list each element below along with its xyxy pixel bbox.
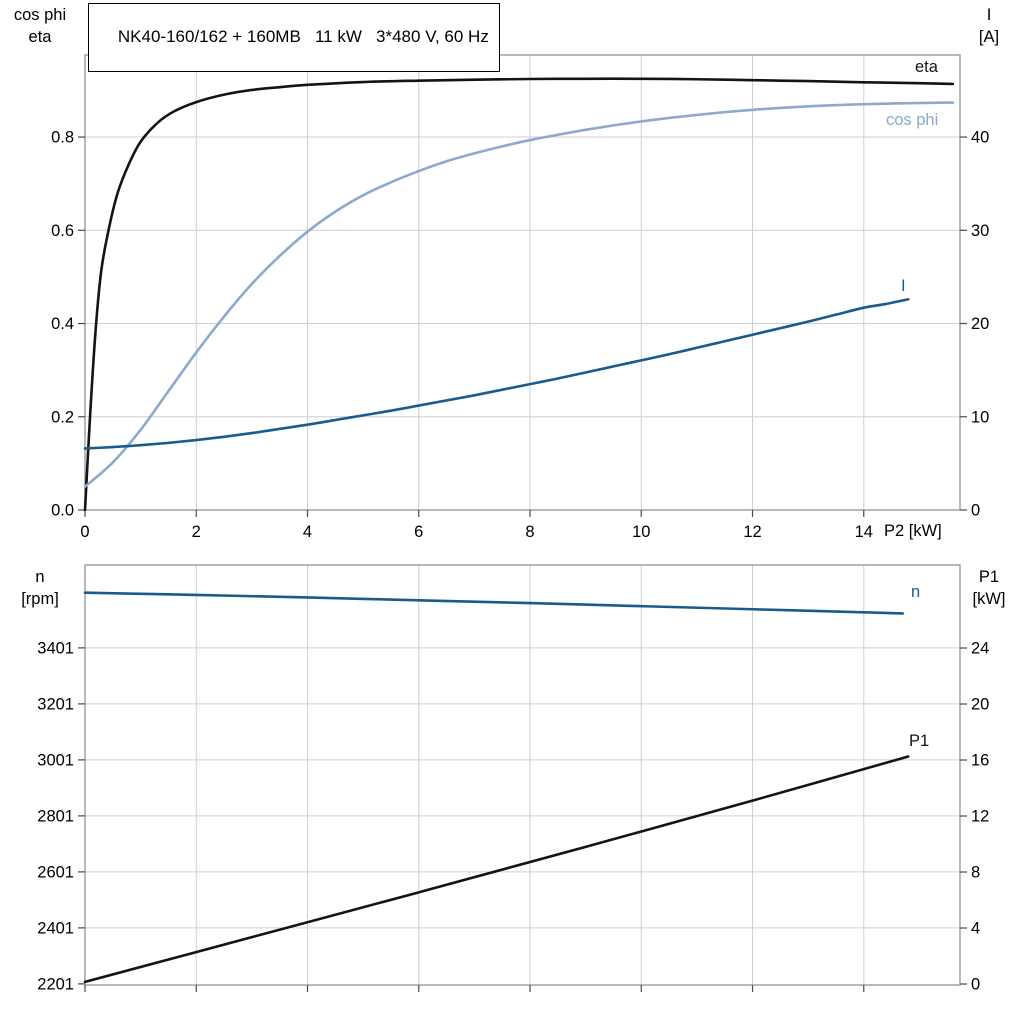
series-label-I: I	[901, 277, 906, 295]
series-label-eta: eta	[915, 58, 939, 76]
x-tick-label: 2	[192, 523, 201, 541]
series-label-n: n	[911, 583, 920, 601]
y-right-tick-label: 24	[971, 640, 989, 658]
series-I	[83, 297, 910, 450]
y-left-tick-label: 2401	[37, 919, 74, 937]
y-left-tick-label: 0.2	[51, 408, 74, 426]
plot-frame	[84, 54, 961, 511]
bottom-left-axis-label: n [rpm]	[2, 566, 78, 610]
axis-label-current: I	[986, 6, 992, 24]
x-tick-label: 4	[303, 523, 312, 541]
y-left-tick-label: 0.0	[51, 502, 74, 520]
series-cos-phi	[83, 101, 955, 488]
x-tick-label: 8	[525, 523, 534, 541]
axis-label-cos-phi: cos phi	[13, 6, 67, 24]
y-left-tick-label: 3401	[37, 639, 74, 657]
series-label-cos-phi: cos phi	[886, 111, 938, 129]
series-P1	[83, 755, 910, 984]
y-right-tick-label: 8	[971, 864, 980, 882]
axis-label-power-in: P1	[978, 568, 1000, 586]
axis-label-speed: n	[35, 568, 45, 586]
x-tick-label: 10	[632, 523, 650, 541]
bottom-chart: 2201 2401 2601 2801 3001 3201 3401 0 4 8 12 16 20 24 n…	[37, 564, 989, 994]
y-right-tick-label: 30	[971, 222, 989, 240]
x-tick-label: 12	[743, 523, 761, 541]
x-tick-label: 14	[855, 523, 873, 541]
x-tick-label: 0	[80, 523, 89, 541]
series-eta	[83, 77, 955, 512]
y-right-tick-label: 16	[971, 752, 989, 770]
y-right-tick-label: 20	[971, 315, 989, 333]
y-right-tick-label: 10	[971, 408, 989, 426]
top-right-axis-label: I [A]	[962, 4, 1016, 48]
plot-frame	[84, 564, 961, 986]
axis-label-power-in-unit: [kW]	[972, 590, 1006, 608]
y-left-tick-label: 0.6	[51, 222, 74, 240]
y-right-tick-label: 12	[971, 808, 989, 826]
axis-label-eta: eta	[28, 28, 52, 46]
chart-title-box: NK40-160/162 + 160MB 11 kW 3*480 V, 60 H…	[88, 3, 500, 72]
y-left-tick-label: 3201	[37, 695, 74, 713]
y-right-tick-label: 40	[971, 129, 989, 147]
y-right-tick-label: 0	[971, 976, 980, 994]
y-left-tick-label: 3001	[37, 751, 74, 769]
y-left-tick-label: 2201	[37, 975, 74, 993]
y-right-tick-label: 0	[971, 502, 980, 520]
bottom-right-axis-label: P1 [kW]	[962, 566, 1016, 610]
top-chart: 0 2 4 6 8 10 12 14 0.0 0.2 0.4 0.6 0.8 0 10 20 30 40 eta co…	[51, 54, 989, 541]
y-right-tick-label: 20	[971, 696, 989, 714]
chart-title: NK40-160/162 + 160MB 11 kW 3*480 V, 60 H…	[117, 27, 489, 46]
axis-label-speed-unit: [rpm]	[21, 590, 59, 608]
axis-label-current-unit: [A]	[978, 28, 1000, 46]
series-n	[83, 591, 905, 615]
y-left-tick-label: 2601	[37, 863, 74, 881]
x-axis-label: P2 [kW]	[884, 522, 942, 540]
y-left-tick-label: 0.8	[51, 129, 74, 147]
top-left-axis-label: cos phi eta	[2, 4, 78, 48]
y-left-tick-label: 0.4	[51, 315, 74, 333]
y-right-tick-label: 4	[971, 920, 980, 938]
y-left-tick-label: 2801	[37, 807, 74, 825]
x-tick-label: 6	[414, 523, 423, 541]
series-label-P1: P1	[909, 732, 929, 750]
